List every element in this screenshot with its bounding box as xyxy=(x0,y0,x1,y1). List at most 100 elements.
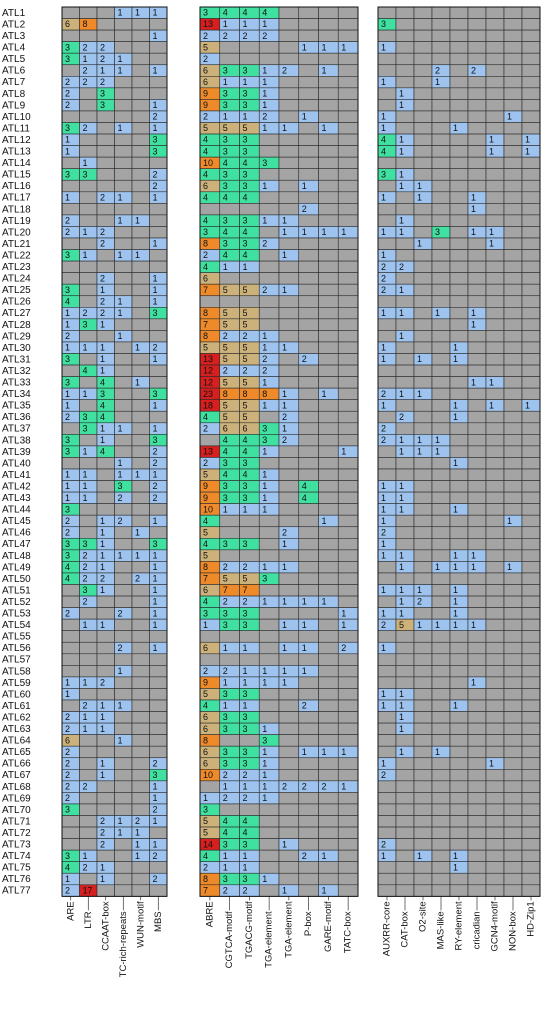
column-label: O2-site xyxy=(418,901,429,932)
empty-cell xyxy=(377,179,397,193)
empty-cell xyxy=(395,6,415,19)
empty-cell xyxy=(337,803,359,816)
column-label: CAT-box xyxy=(400,911,411,948)
cell-label: 2 xyxy=(153,874,158,884)
empty-cell xyxy=(395,353,415,366)
empty-cell xyxy=(79,757,98,770)
empty-cell xyxy=(431,849,451,863)
empty-cell xyxy=(503,18,523,31)
empty-cell xyxy=(449,64,469,77)
empty-cell xyxy=(395,295,415,308)
empty-cell xyxy=(521,480,541,493)
empty-cell xyxy=(395,318,415,331)
cell-label: 1 xyxy=(135,470,140,480)
cell-label: 1 xyxy=(223,643,228,653)
empty-cell xyxy=(298,145,319,158)
empty-cell xyxy=(298,514,319,528)
column-label: ABRE xyxy=(204,901,215,927)
empty-cell xyxy=(431,641,451,655)
empty-cell xyxy=(258,537,280,551)
empty-cell xyxy=(114,353,133,366)
empty-cell xyxy=(149,526,168,539)
empty-cell xyxy=(96,6,115,19)
cell-label: 1 xyxy=(153,285,158,295)
empty-cell xyxy=(114,653,133,666)
empty-cell xyxy=(521,29,541,42)
cell-label: 2 xyxy=(153,447,158,457)
cell-label: 1 xyxy=(135,828,140,838)
cell-label: 2 xyxy=(243,793,248,803)
empty-cell xyxy=(337,99,359,112)
cell-label: 18 xyxy=(203,400,213,410)
empty-cell xyxy=(318,364,339,377)
empty-cell xyxy=(503,422,523,435)
column-label: P-box xyxy=(303,911,314,936)
empty-cell xyxy=(278,191,300,204)
empty-cell xyxy=(318,734,339,747)
empty-cell xyxy=(503,815,523,828)
empty-cell xyxy=(467,537,487,551)
empty-cell xyxy=(395,52,415,66)
cell-label: 1 xyxy=(223,19,228,29)
cell-label: 1 xyxy=(322,851,327,861)
empty-cell xyxy=(413,76,433,89)
cell-label: 1 xyxy=(262,181,267,191)
cell-label: 1 xyxy=(153,562,158,572)
cell-label: 3 xyxy=(83,585,88,595)
empty-cell xyxy=(278,803,300,816)
cell-label: 1 xyxy=(381,77,386,87)
empty-cell xyxy=(61,699,80,712)
empty-cell xyxy=(278,76,300,89)
empty-cell xyxy=(114,237,133,250)
cell-label: 2 xyxy=(381,620,386,630)
empty-cell xyxy=(79,110,98,123)
empty-cell xyxy=(449,665,469,678)
empty-cell xyxy=(258,52,280,66)
empty-cell xyxy=(79,734,98,747)
cell-label: 1 xyxy=(435,447,440,457)
cell-label: 4 xyxy=(203,539,208,549)
empty-cell xyxy=(521,641,541,655)
empty-cell xyxy=(395,838,415,851)
empty-cell xyxy=(114,272,133,285)
column-label: RY-element xyxy=(454,901,465,950)
empty-cell xyxy=(413,260,433,273)
empty-cell xyxy=(449,757,469,770)
empty-cell xyxy=(131,861,150,874)
empty-cell xyxy=(258,249,280,262)
empty-cell xyxy=(239,734,260,747)
empty-cell xyxy=(79,792,98,805)
cell-label: 5 xyxy=(223,412,228,422)
cell-label: 1 xyxy=(262,89,267,99)
empty-cell xyxy=(377,630,397,643)
cell-label: 1 xyxy=(453,504,458,514)
empty-cell xyxy=(337,283,359,297)
cell-label: 1 xyxy=(153,470,158,480)
empty-cell xyxy=(149,699,168,712)
empty-cell xyxy=(503,87,523,100)
cell-label: 2 xyxy=(100,678,105,688)
empty-cell xyxy=(431,757,451,770)
cell-label: 1 xyxy=(399,435,404,445)
empty-cell xyxy=(521,745,541,759)
empty-cell xyxy=(337,514,359,528)
cell-label: 4 xyxy=(223,447,228,457)
empty-cell xyxy=(503,849,523,863)
empty-cell xyxy=(61,595,80,608)
cell-label: 4 xyxy=(203,146,208,156)
empty-cell xyxy=(395,803,415,816)
cell-label: 6 xyxy=(203,181,208,191)
empty-cell xyxy=(467,572,487,585)
row-label: ATL13 xyxy=(2,147,31,158)
empty-cell xyxy=(449,711,469,724)
cell-label: 2 xyxy=(153,758,158,768)
empty-cell xyxy=(114,110,133,123)
empty-cell xyxy=(521,665,541,678)
cell-label: 1 xyxy=(100,539,105,549)
empty-cell xyxy=(337,457,359,470)
cell-label: 4 xyxy=(223,227,228,237)
empty-cell xyxy=(114,156,133,169)
empty-cell xyxy=(258,133,280,146)
empty-cell xyxy=(239,52,260,66)
cell-label: 1 xyxy=(262,793,267,803)
